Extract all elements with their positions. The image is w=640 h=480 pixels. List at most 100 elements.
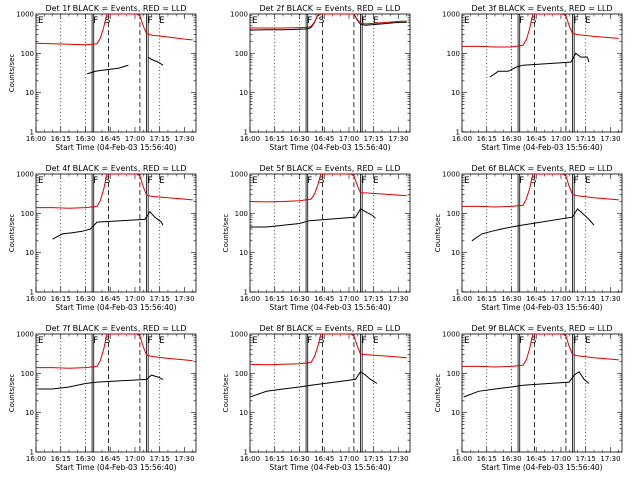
y-tick-label: 100 <box>21 210 34 218</box>
segment-marker-F: F <box>307 336 312 346</box>
x-tick-label: 16:00 <box>240 135 260 143</box>
segment-marker-F: F <box>148 176 153 186</box>
lld-series-line <box>36 14 193 46</box>
x-tick-label: 17:15 <box>576 455 596 463</box>
y-tick-label: 100 <box>447 50 460 58</box>
lld-series-line <box>36 174 193 209</box>
segment-marker-F: F <box>519 176 524 186</box>
segment-marker-F: F <box>362 176 367 186</box>
y-axis-label: Counts/sec <box>8 374 16 413</box>
panel-title: Det 4f BLACK = Events, RED = LLD <box>45 164 186 173</box>
panel-det-1: Det 1f BLACK = Events, RED = LLD 1 10 100 10… <box>8 4 197 152</box>
segment-marker-F: F <box>148 16 153 26</box>
x-tick-label: 17:00 <box>339 135 359 143</box>
x-tick-label: 16:15 <box>265 295 285 303</box>
y-tick-label: 1000 <box>16 331 34 339</box>
x-tick-label: 16:30 <box>289 455 309 463</box>
x-tick-label: 16:45 <box>314 295 334 303</box>
panel-det-9: Det 9f BLACK = Events, RED = LLD 1 10 100 10… <box>434 324 623 472</box>
x-tick-label: 17:30 <box>388 455 408 463</box>
x-tick-label: 17:15 <box>150 295 170 303</box>
x-tick-label: 16:45 <box>526 455 546 463</box>
x-tick-label: 16:00 <box>240 295 260 303</box>
events-series-line <box>250 370 378 398</box>
x-tick-label: 17:30 <box>174 455 194 463</box>
x-tick-label: 17:30 <box>388 135 408 143</box>
y-tick-label: 1 <box>30 289 34 297</box>
x-axis-label: Start Time (04-Feb-03 15:56:40) <box>481 303 602 312</box>
x-tick-label: 16:45 <box>314 135 334 143</box>
segment-marker-E: E <box>464 16 470 26</box>
segment-marker-E: E <box>585 176 591 186</box>
segment-marker-E: E <box>373 336 379 346</box>
segment-marker-E: E <box>373 176 379 186</box>
segment-marker-F: F <box>93 16 98 26</box>
x-tick-label: 16:45 <box>314 455 334 463</box>
y-tick-label: 100 <box>235 50 248 58</box>
segment-marker-E: E <box>159 16 165 26</box>
segment-marker-S: S <box>105 176 111 186</box>
lld-series-line <box>250 14 407 29</box>
y-tick-label: 1 <box>456 289 460 297</box>
y-axis-label: Counts/sec <box>8 214 16 253</box>
x-tick-label: 17:30 <box>174 295 194 303</box>
y-axis-label: Counts/sec <box>434 374 442 413</box>
x-tick-label: 17:00 <box>551 455 571 463</box>
y-tick-label: 100 <box>235 370 248 378</box>
x-tick-label: 16:30 <box>75 295 95 303</box>
x-tick-label: 16:15 <box>265 135 285 143</box>
y-tick-label: 1000 <box>230 331 248 339</box>
x-tick-label: 16:00 <box>26 455 46 463</box>
segment-marker-E: E <box>464 176 470 186</box>
panel-title: Det 2f BLACK = Events, RED = LLD <box>259 4 400 13</box>
panel-det-3: Det 3f BLACK = Events, RED = LLD 1 10 100 10… <box>442 4 623 152</box>
x-tick-label: 16:00 <box>452 455 472 463</box>
x-tick-label: 17:15 <box>364 135 384 143</box>
segment-marker-F: F <box>93 176 98 186</box>
panel-title: Det 9f BLACK = Events, RED = LLD <box>471 324 612 333</box>
events-series-line <box>250 208 376 228</box>
y-tick-label: 10 <box>451 409 460 417</box>
segment-marker-E: E <box>373 16 379 26</box>
x-tick-label: 16:00 <box>26 295 46 303</box>
panel-title: Det 1f BLACK = Events, RED = LLD <box>45 4 186 13</box>
x-tick-label: 17:30 <box>174 135 194 143</box>
events-series-line <box>463 370 590 398</box>
segment-marker-F: F <box>93 336 98 346</box>
y-tick-label: 1 <box>244 129 248 137</box>
y-tick-label: 10 <box>25 409 34 417</box>
x-tick-label: 16:30 <box>289 295 309 303</box>
x-tick-label: 17:15 <box>576 135 596 143</box>
x-tick-label: 16:30 <box>501 135 521 143</box>
x-tick-label: 16:30 <box>289 135 309 143</box>
y-tick-label: 100 <box>447 370 460 378</box>
x-tick-label: 16:00 <box>452 135 472 143</box>
x-tick-label: 17:00 <box>551 135 571 143</box>
segment-marker-F: F <box>307 176 312 186</box>
y-tick-label: 10 <box>239 409 248 417</box>
x-tick-label: 17:30 <box>600 295 620 303</box>
x-tick-label: 16:15 <box>51 295 71 303</box>
x-tick-label: 17:00 <box>125 135 145 143</box>
y-tick-label: 10 <box>25 89 34 97</box>
x-axis-label: Start Time (04-Feb-03 15:56:40) <box>481 463 602 472</box>
y-tick-label: 1 <box>244 289 248 297</box>
lld-series-line <box>250 334 407 366</box>
x-tick-label: 16:00 <box>452 295 472 303</box>
panel-title: Det 8f BLACK = Events, RED = LLD <box>259 324 400 333</box>
x-tick-label: 16:15 <box>51 455 71 463</box>
x-axis-label: Start Time (04-Feb-03 15:56:40) <box>269 303 390 312</box>
y-tick-label: 1000 <box>442 171 460 179</box>
x-tick-label: 16:45 <box>526 295 546 303</box>
y-tick-label: 1000 <box>230 11 248 19</box>
x-tick-label: 17:00 <box>125 455 145 463</box>
segment-marker-S: S <box>319 176 325 186</box>
lld-series-line <box>462 334 619 368</box>
plot-frame <box>249 173 411 293</box>
plot-frame <box>35 13 197 133</box>
segment-marker-F: F <box>574 336 579 346</box>
x-tick-label: 16:45 <box>100 455 120 463</box>
y-tick-label: 1 <box>30 129 34 137</box>
x-tick-label: 17:00 <box>125 295 145 303</box>
y-tick-label: 1000 <box>442 11 460 19</box>
